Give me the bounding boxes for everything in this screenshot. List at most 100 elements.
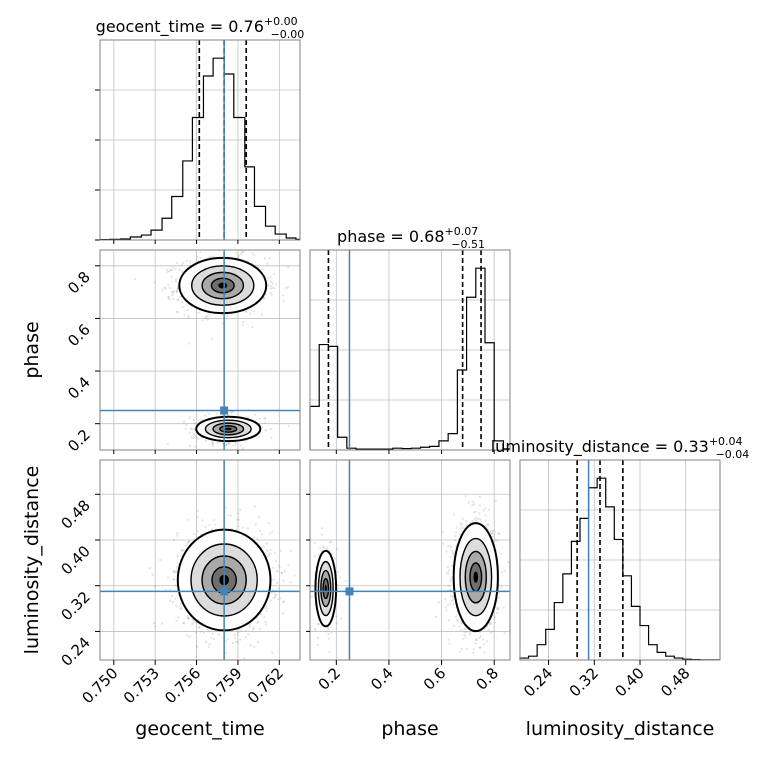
sample-point (460, 629, 463, 632)
sample-point (336, 548, 339, 551)
sample-point (174, 571, 177, 574)
sample-point (447, 638, 450, 642)
sample-point (197, 311, 200, 314)
sample-point (213, 638, 216, 641)
panel-frame (99, 249, 301, 451)
x-axis-label-geocent_time: geocent_time (135, 718, 264, 740)
sample-point (179, 608, 182, 611)
sample-point (269, 275, 272, 278)
sample-point (175, 604, 178, 607)
sample-point (452, 603, 455, 606)
sample-point (458, 625, 461, 628)
sample-point (487, 509, 490, 512)
sample-point (313, 627, 316, 630)
title-sub: −0.04 (716, 448, 750, 461)
sample-point (216, 412, 219, 415)
sample-point (456, 619, 460, 622)
sample-point (183, 420, 186, 423)
sample-point (272, 273, 275, 276)
contour-level (324, 584, 327, 593)
sample-point (317, 553, 320, 557)
sample-point (252, 310, 255, 313)
sample-point (252, 628, 255, 631)
x-tick-label: 0.759 (203, 664, 246, 707)
sample-point (167, 283, 170, 287)
sample-point (471, 661, 473, 663)
sample-point (175, 570, 178, 573)
sample-point (237, 525, 240, 528)
sample-point (326, 546, 329, 550)
sample-point (497, 532, 500, 535)
sample-point (175, 619, 178, 623)
sample-point (257, 435, 260, 438)
sample-point (281, 294, 285, 297)
sample-point (188, 635, 191, 638)
x-axis-label-phase: phase (381, 718, 438, 740)
sample-point (178, 605, 181, 608)
sample-point (196, 509, 199, 512)
histogram-step-luminosity_distance (519, 477, 720, 661)
sample-point (225, 652, 228, 655)
sample-point (444, 597, 447, 601)
sample-point (172, 569, 175, 573)
sample-point (252, 626, 255, 630)
sample-point (464, 636, 467, 639)
sample-point (463, 631, 466, 634)
sample-point (266, 549, 269, 553)
sample-point (225, 506, 228, 509)
sample-point (276, 570, 279, 573)
sample-point (278, 565, 281, 569)
x-tick-label: 0.24 (520, 664, 556, 700)
sample-point (175, 290, 178, 293)
sample-point (279, 597, 283, 600)
sample-point (198, 627, 201, 630)
sample-point (187, 314, 190, 317)
sample-point (260, 313, 264, 316)
sample-point (271, 566, 274, 569)
sample-point (265, 542, 268, 545)
sample-point (461, 517, 464, 520)
sample-point (160, 622, 164, 625)
sample-point (452, 624, 455, 628)
sample-point (493, 539, 496, 542)
sample-point (211, 528, 214, 531)
sample-point (176, 555, 179, 558)
sample-point (256, 538, 259, 541)
sample-point (253, 254, 256, 257)
sample-point (180, 549, 184, 552)
sample-point (335, 615, 338, 618)
sample-point (287, 266, 290, 269)
sample-point (192, 621, 195, 624)
sample-point (445, 550, 448, 553)
sample-point (489, 621, 492, 624)
sample-point (206, 315, 209, 318)
sample-point (232, 444, 235, 447)
y-tick-label: 0.8 (64, 268, 94, 298)
sample-point (187, 617, 190, 620)
sample-point (494, 499, 498, 502)
sample-point (264, 607, 267, 610)
x-tick-label: 0.756 (161, 664, 204, 707)
sample-point (330, 631, 333, 634)
sample-point (271, 651, 274, 654)
sample-point (166, 443, 169, 446)
sample-point (267, 554, 270, 557)
sample-point (287, 424, 290, 427)
sample-point (174, 280, 178, 283)
sample-point (460, 621, 463, 624)
sample-point (500, 586, 503, 589)
sample-point (250, 308, 253, 311)
sample-point (239, 638, 242, 641)
sample-point (472, 651, 475, 654)
sample-point (442, 542, 445, 545)
panel-frame (309, 459, 511, 661)
sample-point (280, 572, 284, 575)
sample-point (169, 268, 172, 271)
sample-point (490, 631, 493, 634)
sample-point (462, 637, 465, 640)
sample-point (253, 645, 256, 648)
sample-point (241, 526, 245, 529)
sample-point (469, 633, 472, 636)
sample-point (237, 518, 240, 521)
sample-point (264, 621, 267, 624)
